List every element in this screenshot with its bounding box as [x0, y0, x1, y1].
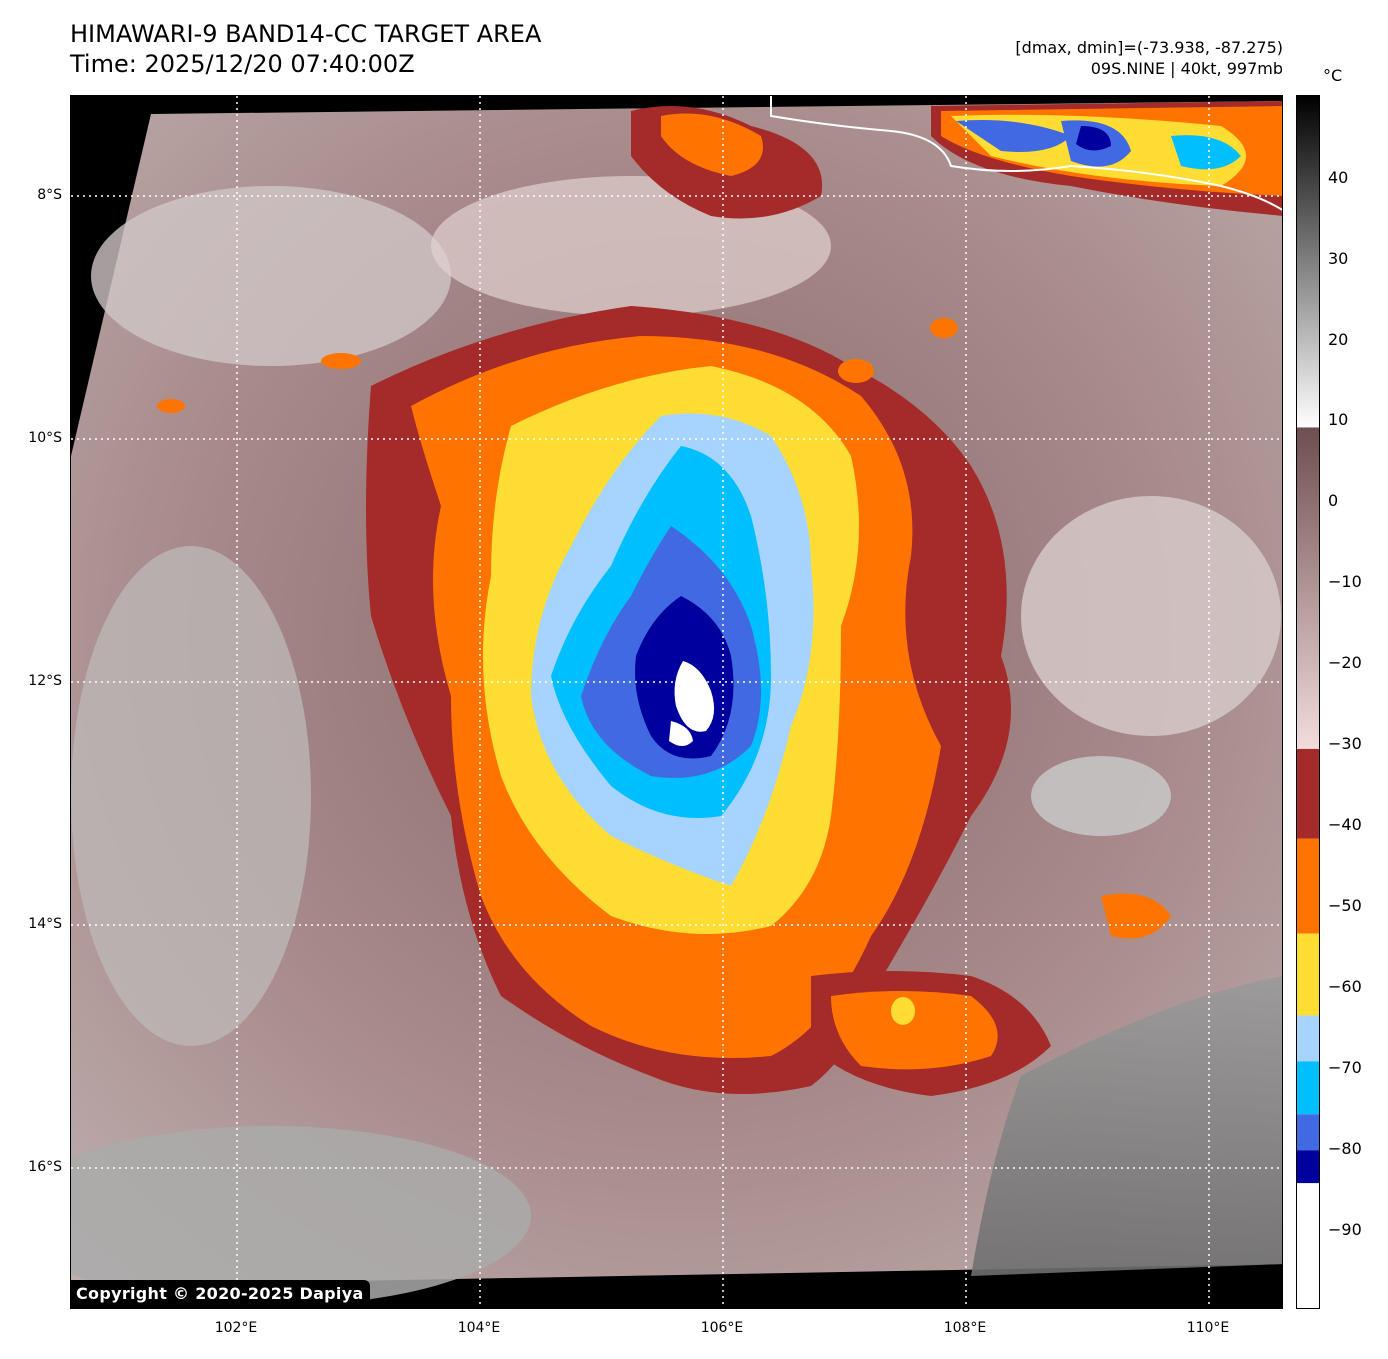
cloud-region-east-small	[1031, 756, 1171, 836]
colorbar-tick-30: 30	[1328, 249, 1349, 268]
west-cell-1	[321, 353, 361, 369]
north-convection-inner	[661, 113, 763, 176]
colorbar-tick-minus90: −90	[1328, 1220, 1362, 1239]
east-cell	[1101, 893, 1171, 939]
map-timestamp: Time: 2025/12/20 07:40:00Z	[70, 50, 415, 78]
ne-convection-blue1	[956, 120, 1071, 152]
colorbar-tick-10: 10	[1328, 410, 1349, 429]
lon-label-110e: 110°E	[1186, 1320, 1230, 1336]
cloud-region-southeast	[971, 976, 1282, 1276]
colorbar-tick-minus70: −70	[1328, 1058, 1362, 1077]
colorbar-tick-minus30: −30	[1328, 734, 1362, 753]
lon-label-102e: 102°E	[214, 1320, 258, 1336]
storm-coldest-core-2	[669, 721, 693, 746]
north-cell	[838, 359, 874, 383]
copyright-notice: Copyright © 2020-2025 Dapiya	[70, 1280, 370, 1307]
ne-convection-core	[1076, 126, 1111, 151]
colorbar-yellow-segment	[1297, 933, 1319, 1016]
colorbar-tick-40: 40	[1328, 168, 1349, 187]
lat-label-16s: 16°S	[28, 1159, 62, 1175]
lon-label-106e: 106°E	[700, 1320, 744, 1336]
lat-label-12s: 12°S	[28, 673, 62, 689]
colorbar	[1296, 95, 1320, 1309]
colorbar-tick-20: 20	[1328, 330, 1349, 349]
colorbar-grey-segment	[1297, 96, 1319, 428]
colorbar-tick-minus80: −80	[1328, 1139, 1362, 1158]
colorbar-darkred-segment	[1297, 748, 1319, 839]
storm-coldest-core	[674, 661, 715, 732]
colorbar-tick-minus60: −60	[1328, 977, 1362, 996]
coastline	[770, 96, 1282, 211]
colorbar-tick-0: 0	[1328, 491, 1339, 510]
colorbar-lightblue-segment	[1297, 1015, 1319, 1062]
colorbar-tick-minus20: −20	[1328, 653, 1362, 672]
colorbar-tick-minus50: −50	[1328, 896, 1362, 915]
cloud-region-south	[71, 1126, 531, 1306]
west-cell-2	[157, 399, 185, 413]
dmax-dmin-readout: [dmax, dmin]=(-73.938, -87.275)	[1015, 38, 1283, 57]
ne-convection-sky	[1171, 135, 1241, 170]
cloud-region-light	[91, 186, 451, 366]
lat-label-8s: 8°S	[37, 187, 62, 203]
se-band-orange	[831, 991, 998, 1070]
colorbar-unit: °C	[1323, 66, 1343, 85]
cloud-region-west	[71, 546, 311, 1046]
colorbar-orange-segment	[1297, 838, 1319, 934]
colorbar-navy-segment	[1297, 1150, 1319, 1184]
satellite-map	[70, 95, 1283, 1309]
storm-info: 09S.NINE | 40kt, 997mb	[1090, 59, 1283, 78]
colorbar-white-segment	[1297, 1183, 1319, 1308]
se-band-yellow	[891, 997, 915, 1025]
lat-label-14s: 14°S	[28, 916, 62, 932]
lon-label-108e: 108°E	[943, 1320, 987, 1336]
colorbar-tick-minus10: −10	[1328, 572, 1362, 591]
colorbar-tick-minus40: −40	[1328, 815, 1362, 834]
colorbar-skyblue-segment	[1297, 1061, 1319, 1115]
colorbar-brown-segment	[1297, 427, 1319, 749]
cloud-region-east	[1021, 496, 1281, 736]
satellite-imagery	[71, 96, 1282, 1308]
graticule	[71, 96, 1282, 1308]
lon-label-104e: 104°E	[457, 1320, 501, 1336]
lat-label-10s: 10°S	[28, 430, 62, 446]
north-cell-2	[930, 318, 958, 338]
map-title: HIMAWARI-9 BAND14-CC TARGET AREA	[70, 20, 542, 48]
colorbar-royalblue-segment	[1297, 1114, 1319, 1151]
